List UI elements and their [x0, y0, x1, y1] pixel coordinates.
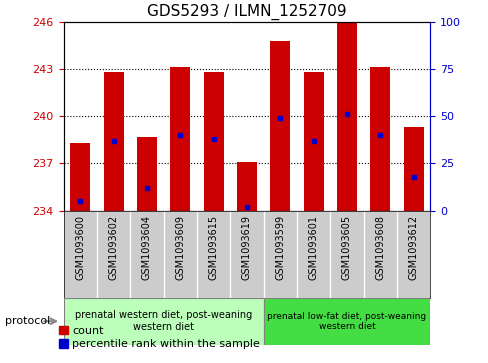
Bar	[303, 72, 323, 211]
Text: GSM1093609: GSM1093609	[175, 215, 185, 280]
Text: GSM1093605: GSM1093605	[341, 215, 351, 280]
Bar	[263, 298, 429, 345]
Text: GSM1093612: GSM1093612	[408, 215, 418, 280]
Bar	[369, 68, 389, 211]
Text: GSM1093600: GSM1093600	[75, 215, 85, 280]
Bar	[203, 72, 223, 211]
Text: GSM1093608: GSM1093608	[375, 215, 385, 280]
Text: protocol: protocol	[5, 316, 50, 326]
Bar	[403, 127, 423, 211]
Text: GSM1093601: GSM1093601	[308, 215, 318, 280]
Text: GSM1093615: GSM1093615	[208, 215, 218, 280]
Bar	[170, 68, 190, 211]
Text: GSM1093604: GSM1093604	[142, 215, 152, 280]
Bar	[70, 143, 90, 211]
Text: prenatal low-fat diet, post-weaning
western diet: prenatal low-fat diet, post-weaning west…	[267, 311, 426, 331]
Text: GSM1093602: GSM1093602	[108, 215, 118, 280]
Bar	[270, 41, 290, 211]
Bar	[103, 72, 123, 211]
Text: GSM1093619: GSM1093619	[242, 215, 251, 280]
Title: GDS5293 / ILMN_1252709: GDS5293 / ILMN_1252709	[147, 4, 346, 20]
Text: GSM1093599: GSM1093599	[275, 215, 285, 280]
Bar	[63, 298, 263, 345]
Text: prenatal western diet, post-weaning
western diet: prenatal western diet, post-weaning west…	[75, 310, 252, 332]
Legend: count, percentile rank within the sample: count, percentile rank within the sample	[54, 321, 264, 354]
Bar	[137, 136, 157, 211]
Bar	[336, 22, 356, 211]
Bar	[237, 162, 256, 211]
